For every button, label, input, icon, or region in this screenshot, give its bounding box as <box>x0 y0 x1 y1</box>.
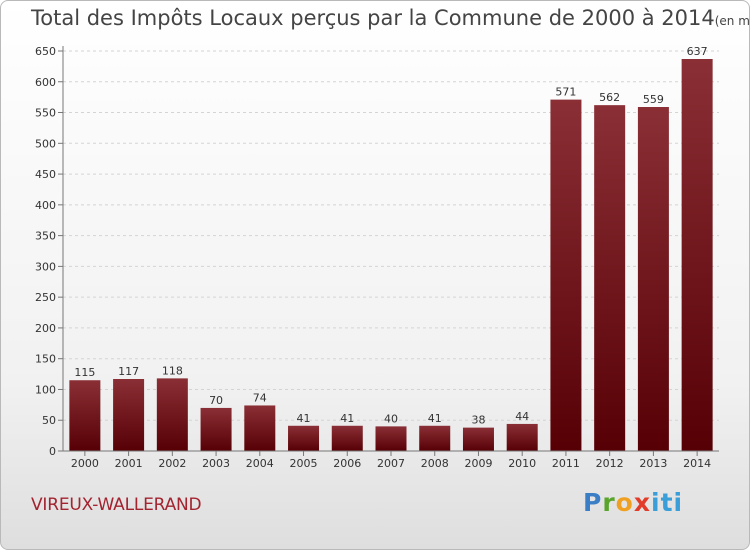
data-labels: 115 117 118 70 74 41 41 40 41 38 44 571 562 559 637 <box>74 45 707 427</box>
bar <box>375 426 407 451</box>
data-label: 118 <box>162 364 183 377</box>
bar <box>594 105 626 452</box>
x-tick-label: 2007 <box>377 457 405 470</box>
bar <box>637 107 669 451</box>
bar <box>156 378 188 451</box>
data-label: 40 <box>384 412 398 425</box>
y-tick-label: 100 <box>35 383 56 396</box>
x-tick-label: 2012 <box>596 457 624 470</box>
y-tick-label: 300 <box>35 260 56 273</box>
x-tick-label: 2004 <box>246 457 274 470</box>
x-tick-label: 2002 <box>158 457 186 470</box>
bar <box>288 425 320 451</box>
x-tick-label: 2003 <box>202 457 230 470</box>
data-label: 41 <box>340 412 354 425</box>
y-tick-label: 650 <box>35 45 56 58</box>
y-tick-label: 250 <box>35 291 56 304</box>
title-text: Total des Impôts Locaux perçus par la Co… <box>31 6 715 30</box>
proxiti-logo: Proxiti <box>583 488 684 517</box>
bar <box>419 425 451 451</box>
bar <box>113 379 145 451</box>
x-tick-label: 2009 <box>464 457 492 470</box>
y-tick-label: 400 <box>35 199 56 212</box>
x-tick-label: 2006 <box>333 457 361 470</box>
data-label: 70 <box>209 394 223 407</box>
data-label: 117 <box>118 365 139 378</box>
x-tick-label: 2010 <box>508 457 536 470</box>
data-label: 44 <box>515 410 529 423</box>
y-tick-label: 150 <box>35 353 56 366</box>
chart-title: Total des Impôts Locaux perçus par la Co… <box>31 6 750 30</box>
bar <box>331 425 363 451</box>
bar <box>462 427 494 451</box>
title-unit: (en milliers d'€) <box>714 14 750 28</box>
y-tick-label: 0 <box>49 445 56 458</box>
bar <box>506 423 538 451</box>
x-tick-label: 2005 <box>290 457 318 470</box>
y-tick-label: 200 <box>35 322 56 335</box>
data-label: 559 <box>643 93 664 106</box>
x-tick-label: 2008 <box>421 457 449 470</box>
data-label: 38 <box>471 414 485 427</box>
x-tick-label: 2001 <box>115 457 143 470</box>
data-label: 637 <box>687 45 708 58</box>
y-tick-label: 350 <box>35 230 56 243</box>
y-tick-label: 450 <box>35 168 56 181</box>
bar <box>244 405 276 451</box>
y-tick-label: 600 <box>35 76 56 89</box>
x-tick-label: 2011 <box>552 457 580 470</box>
axes: 0 50 100 150 200 250 300 350 400 450 500 550 600 650 2… <box>35 45 719 470</box>
bar <box>681 59 713 451</box>
y-tick-label: 550 <box>35 107 56 120</box>
data-label: 41 <box>428 412 442 425</box>
y-tick-label: 500 <box>35 137 56 150</box>
commune-name: VIREUX-WALLERAND <box>31 495 202 515</box>
bar <box>200 407 232 451</box>
bar <box>550 99 582 451</box>
x-tick-label: 2013 <box>639 457 667 470</box>
y-tick-label: 50 <box>42 414 56 427</box>
bars <box>69 59 713 452</box>
data-label: 41 <box>297 412 311 425</box>
data-label: 74 <box>253 391 267 404</box>
x-tick-label: 2000 <box>71 457 99 470</box>
data-label: 562 <box>599 91 620 104</box>
x-tick-label: 2014 <box>683 457 711 470</box>
data-label: 571 <box>555 86 576 99</box>
bar <box>69 380 101 451</box>
data-label: 115 <box>74 366 95 379</box>
